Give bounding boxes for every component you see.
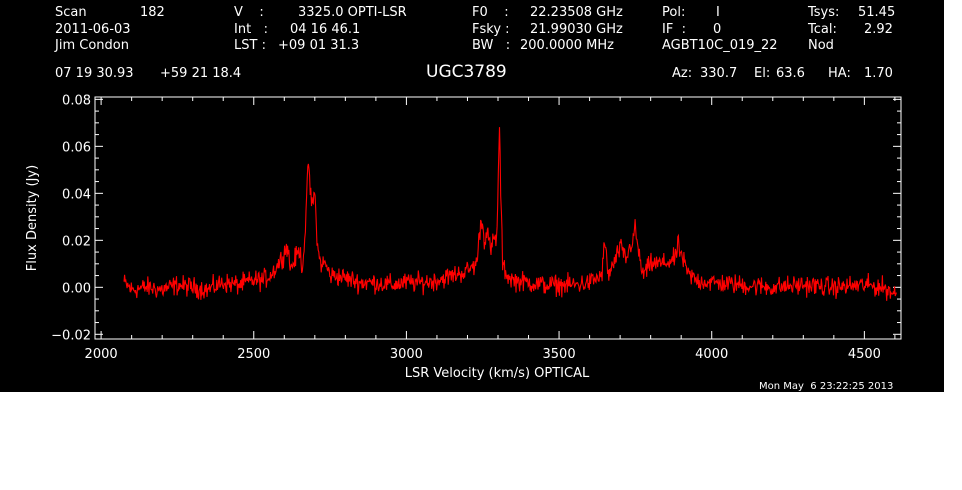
y-axis-label: Flux Density (Jy): [25, 165, 40, 271]
y-tick-label: 0.08: [62, 93, 91, 108]
az-value: 330.7: [700, 66, 738, 81]
x-tick-label: 3000: [390, 347, 423, 362]
plot-timestamp: Mon May 6 23:22:25 2013: [759, 381, 894, 392]
y-tick-label: 0.02: [62, 234, 91, 249]
scan-value: 182: [140, 5, 165, 20]
if-value: 0: [713, 22, 722, 37]
y-tick-label: 0.04: [62, 187, 91, 202]
integration-label: Int :: [234, 22, 268, 37]
if-label: IF :: [662, 22, 686, 37]
dec-coordinate: +59 21 18.4: [160, 66, 242, 81]
bandwidth-label: BW :: [472, 38, 511, 53]
spectrum-plot: 2000 2500 3000 3500 4000 4500 −0.02 0.00 0.02 0.0…: [25, 93, 902, 381]
project-id: AGBT10C_019_22: [662, 38, 778, 53]
source-name: UGC3789: [426, 62, 507, 82]
ha-label: HA:: [828, 66, 851, 81]
observing-mode: Nod: [808, 38, 834, 53]
pol-label: Pol:: [662, 5, 686, 20]
lst-value: +09 01 31.3: [278, 38, 360, 53]
x-tick-label: 4000: [695, 347, 728, 362]
x-axis-label: LSR Velocity (km/s) OPTICAL: [405, 366, 590, 381]
scan-label: Scan: [55, 5, 87, 20]
integration-value: 04 16 46.1: [290, 22, 361, 37]
tcal-label: Tcal:: [808, 22, 837, 37]
plot-frame: [94, 96, 902, 340]
observer-name: Jim Condon: [55, 38, 129, 53]
az-label: Az:: [672, 66, 693, 81]
bandwidth-value: 200.0000 MHz: [520, 38, 614, 53]
x-tick-label: 2000: [85, 347, 118, 362]
fsky-label: Fsky :: [472, 22, 510, 37]
el-value: 63.6: [776, 66, 805, 81]
ra-coordinate: 07 19 30.93: [55, 66, 134, 81]
ha-value: 1.70: [864, 66, 893, 81]
plot-panel: Scan 182 2011-06-03 Jim Condon V : 3325.…: [0, 0, 944, 392]
velocity-label: V :: [234, 5, 264, 20]
tsys-value: 51.45: [858, 5, 896, 20]
observation-date: 2011-06-03: [55, 22, 131, 37]
x-tick-label: 3500: [543, 347, 576, 362]
fsky-value: 21.99030 GHz: [530, 22, 623, 37]
x-tick-label: 4500: [848, 347, 881, 362]
f0-label: F0 :: [472, 5, 509, 20]
tcal-value: 2.92: [864, 22, 893, 37]
y-tick-label: −0.02: [51, 328, 91, 343]
y-tick-label: 0.06: [62, 140, 91, 155]
tsys-label: Tsys:: [808, 5, 840, 20]
x-tick-label: 2500: [237, 347, 270, 362]
el-label: El:: [754, 66, 771, 81]
f0-value: 22.23508 GHz: [530, 5, 623, 20]
velocity-value: 3325.0 OPTI-LSR: [298, 5, 407, 20]
spectrum-line: [123, 127, 897, 301]
axis-ticks: 2000 2500 3000 3500 4000 4500 −0.02 0.00 0.02 0.0…: [51, 93, 901, 362]
pol-value: I: [716, 5, 720, 20]
y-tick-label: 0.00: [62, 281, 91, 296]
lst-label: LST :: [234, 38, 266, 53]
